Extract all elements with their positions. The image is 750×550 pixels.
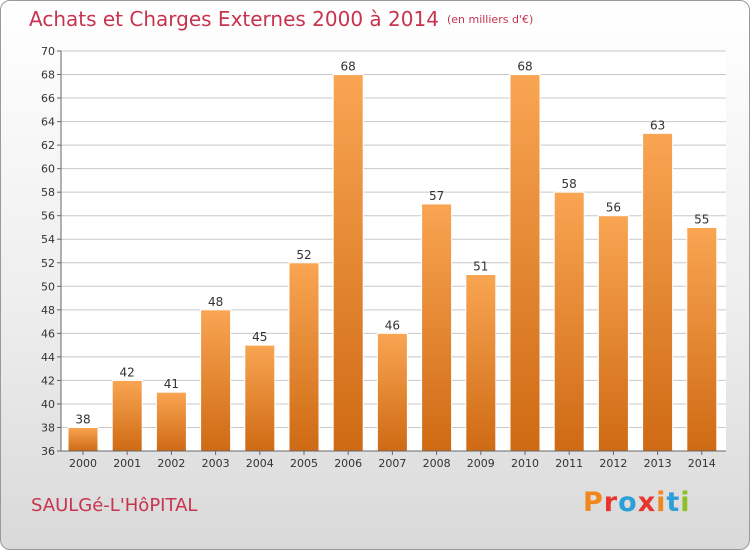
y-tick-label: 70 (41, 45, 55, 58)
x-tick-label-2014: 2014 (688, 457, 716, 470)
x-tick-label-2011: 2011 (555, 457, 583, 470)
x-tick-label-2001: 2001 (113, 457, 141, 470)
data-label-2002: 41 (164, 377, 179, 391)
y-tick-label: 38 (41, 421, 55, 434)
x-tick-label-2004: 2004 (246, 457, 274, 470)
bar-2003 (200, 309, 232, 452)
x-tick-label-2012: 2012 (599, 457, 627, 470)
bar-2008 (421, 203, 453, 452)
bar-2007 (376, 332, 408, 452)
y-tick-label: 44 (41, 351, 55, 364)
bar-2010 (509, 74, 541, 452)
data-label-2004: 45 (252, 330, 267, 344)
bars: 38 42 41 48 45 52 68 46 57 51 68 58 56 63 55 (67, 60, 718, 452)
data-label-2012: 56 (606, 201, 621, 215)
chart-title-text: Achats et Charges Externes 2000 à 2014 (29, 7, 439, 31)
data-label-2001: 42 (120, 365, 135, 379)
bar-2006 (332, 74, 364, 452)
bar-2001 (111, 379, 143, 452)
y-tick-label: 60 (41, 163, 55, 176)
data-label-2009: 51 (473, 260, 488, 274)
y-tick-label: 36 (41, 445, 55, 458)
y-tick-label: 48 (41, 304, 55, 317)
data-label-2000: 38 (75, 412, 90, 426)
y-tick-label: 46 (41, 327, 55, 340)
data-label-2005: 52 (296, 248, 311, 262)
bar-2012 (597, 215, 629, 452)
logo-letter: i (680, 487, 691, 518)
x-tick-label-2013: 2013 (644, 457, 672, 470)
x-tick-label-2008: 2008 (423, 457, 451, 470)
logo-letter: x (637, 487, 657, 518)
data-label-2013: 63 (650, 118, 665, 132)
bar-2011 (553, 191, 585, 452)
y-tick-label: 66 (41, 92, 55, 105)
chart-title: Achats et Charges Externes 2000 à 2014 (e… (29, 7, 533, 31)
commune-name: SAULGé-L'HôPITAL (31, 495, 198, 516)
y-tick-label: 54 (41, 233, 55, 246)
logo-letter: t (666, 487, 681, 518)
bar-2005 (288, 262, 320, 452)
logo-letter: P (583, 487, 604, 518)
data-label-2003: 48 (208, 295, 223, 309)
logo-letter: i (656, 487, 667, 518)
x-tick-label-2002: 2002 (157, 457, 185, 470)
bar-2000 (67, 426, 99, 452)
y-tick-label: 40 (41, 398, 55, 411)
y-tick-label: 58 (41, 186, 55, 199)
proxiti-logo: Proxiti (583, 487, 691, 518)
y-tick-label: 42 (41, 374, 55, 387)
data-label-2008: 57 (429, 189, 444, 203)
x-tick-label-2010: 2010 (511, 457, 539, 470)
bar-2009 (465, 274, 497, 452)
y-tick-label: 68 (41, 69, 55, 82)
data-label-2011: 58 (562, 177, 577, 191)
y-tick-label: 62 (41, 139, 55, 152)
logo-letter: r (603, 487, 619, 518)
bar-2013 (642, 132, 674, 452)
x-tick-label-2000: 2000 (69, 457, 97, 470)
bar-2002 (155, 391, 187, 452)
y-tick-label: 64 (41, 116, 55, 129)
x-tick-label-2003: 2003 (202, 457, 230, 470)
y-tick-label: 56 (41, 210, 55, 223)
y-tick-label: 52 (41, 257, 55, 270)
x-tick-label-2006: 2006 (334, 457, 362, 470)
x-tick-label-2009: 2009 (467, 457, 495, 470)
logo-letter: o (618, 487, 638, 518)
data-label-2010: 68 (517, 60, 532, 74)
x-tick-label-2007: 2007 (378, 457, 406, 470)
data-label-2014: 55 (694, 212, 709, 226)
chart-unit: (en milliers d'€) (446, 13, 534, 26)
x-tick-label-2005: 2005 (290, 457, 318, 470)
axes: 36 38 40 42 44 46 48 50 52 54 56 58 60 62 64 66 68 70 2000… (41, 45, 726, 470)
y-tick-label: 50 (41, 280, 55, 293)
bar-2014 (686, 226, 718, 452)
data-label-2007: 46 (385, 318, 400, 332)
data-label-2006: 68 (341, 60, 356, 74)
bar-2004 (244, 344, 276, 452)
